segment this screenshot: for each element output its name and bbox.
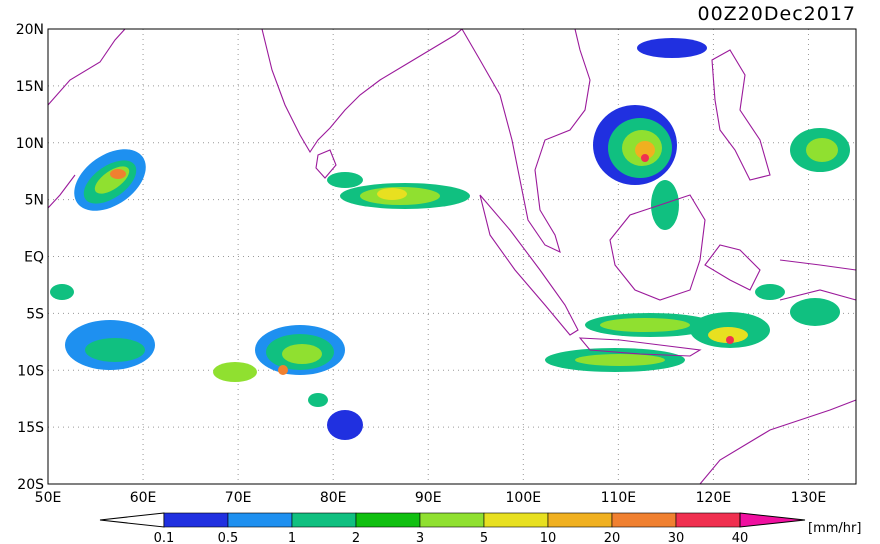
colorbar-box xyxy=(419,512,485,528)
legend-unit: [mm/hr] xyxy=(808,521,861,536)
lat-label: EQ xyxy=(24,250,44,266)
lon-label: 100E xyxy=(506,490,542,506)
lat-label: 20N xyxy=(16,22,44,38)
legend-label: 10 xyxy=(540,531,557,544)
legend-label: 0.5 xyxy=(218,531,239,544)
map-title: 00Z20Dec2017 xyxy=(698,3,857,25)
lat-label: 5N xyxy=(25,193,44,209)
legend-label: 2 xyxy=(352,531,360,544)
colorbar-box xyxy=(547,512,613,528)
lat-label: 20S xyxy=(17,477,44,493)
legend-label: 5 xyxy=(480,531,488,544)
lon-label: 70E xyxy=(225,490,252,506)
lon-label: 90E xyxy=(415,490,442,506)
lat-label: 15S xyxy=(17,420,44,436)
colorbar-box xyxy=(675,512,741,528)
lon-label: 80E xyxy=(320,490,347,506)
legend-label: 3 xyxy=(416,531,424,544)
legend-label: 30 xyxy=(668,531,685,544)
lat-label: 15N xyxy=(16,79,44,95)
lat-label: 5S xyxy=(26,306,44,322)
lon-label: 120E xyxy=(696,490,732,506)
precip-field xyxy=(50,38,850,440)
legend-label: 0.1 xyxy=(154,531,175,544)
lat-label: 10N xyxy=(16,136,44,152)
colorbar-box xyxy=(483,512,549,528)
map-frame xyxy=(47,28,857,485)
colorbar-box xyxy=(163,512,229,528)
colorbar-box xyxy=(611,512,677,528)
legend-label: 20 xyxy=(604,531,621,544)
colorbar-box xyxy=(227,512,293,528)
color-legend: 0.1 0.5 1 2 3 5 10 20 30 40 [mm/hr] xyxy=(99,512,861,544)
grid xyxy=(48,29,856,484)
colorbar-high xyxy=(739,512,806,528)
colorbar-low xyxy=(99,512,165,528)
legend-label: 1 xyxy=(288,531,296,544)
lon-label: 110E xyxy=(601,490,637,506)
colorbar-box xyxy=(355,512,421,528)
lat-label: 10S xyxy=(17,363,44,379)
legend-label: 40 xyxy=(732,531,749,544)
lon-label: 130E xyxy=(791,490,827,506)
lon-label: 50E xyxy=(35,490,62,506)
lon-label: 60E xyxy=(130,490,157,506)
colorbar-box xyxy=(291,512,357,528)
coastlines xyxy=(47,28,857,485)
